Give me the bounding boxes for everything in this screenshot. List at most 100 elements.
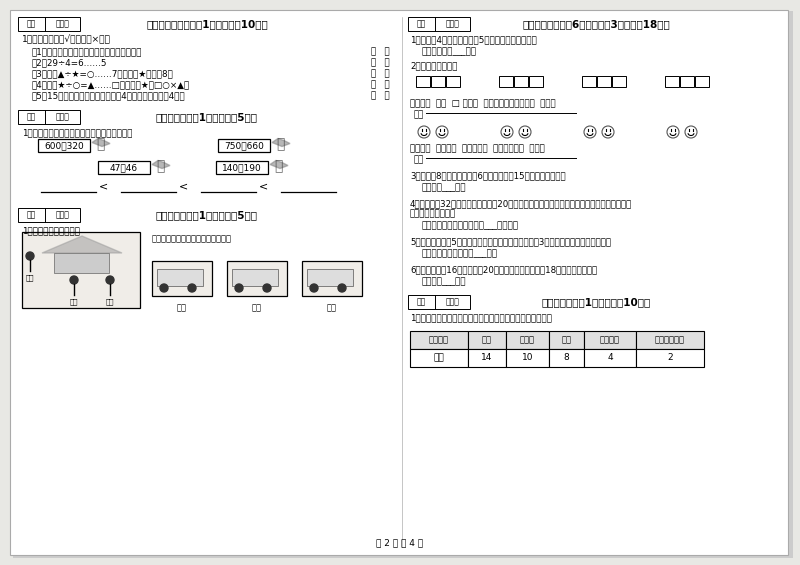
Text: 答：还剩___个。: 答：还剩___个。 [422,183,466,192]
Text: 活动项目: 活动项目 [429,336,449,345]
Circle shape [584,126,596,138]
Text: 1、根据物体，选一选。: 1、根据物体，选一选。 [22,226,80,235]
Text: 答：还有___只。: 答：还有___只。 [422,277,466,286]
Text: 六、比一比（共1大题，共计5分）: 六、比一比（共1大题，共计5分） [156,112,258,122]
Circle shape [667,126,679,138]
Bar [549,349,584,367]
Text: 2: 2 [667,354,673,363]
Text: 第 2 页 共 4 页: 第 2 页 共 4 页 [377,538,423,547]
Text: （2）29÷4=6……5: （2）29÷4=6……5 [32,58,107,67]
Bar [582,76,596,87]
Text: 𝄞: 𝄞 [274,159,282,173]
Text: 8: 8 [564,354,570,363]
Bar [665,76,679,87]
Text: 1、把下列算式按得数大小，从小到大排一行。: 1、把下列算式按得数大小，从小到大排一行。 [22,128,133,137]
Circle shape [418,126,430,138]
Text: 𝄞: 𝄞 [276,137,284,151]
Circle shape [501,126,513,138]
Text: <: < [98,181,108,191]
Text: 140＋190: 140＋190 [222,163,262,172]
Text: 小虹: 小虹 [177,303,187,312]
Text: 1、小东买4支圆珠笔，每支5元，一共用了多少钱？: 1、小东买4支圆珠笔，每支5元，一共用了多少钱？ [410,35,537,44]
Text: 47＋46: 47＋46 [110,163,138,172]
Bar [597,76,611,87]
Bar [232,269,278,286]
Text: （   ）: （ ） [371,69,390,78]
Text: 小虹: 小虹 [26,274,34,281]
Bar [695,76,709,87]
Bar [408,17,470,31]
Text: 1、判断（对的打√，错的打×）。: 1、判断（对的打√，错的打×）。 [22,35,111,44]
Bar [307,269,353,286]
Text: 14: 14 [482,354,493,363]
Bar [529,76,543,87]
Text: 5、二年级一班有5个红皮球，黄皮球的个数是红皮球的3倍，黄皮球比红皮球多几个？: 5、二年级一班有5个红皮球，黄皮球的个数是红皮球的3倍，黄皮球比红皮球多几个？ [410,237,611,246]
Bar [157,269,203,286]
Bar [302,261,362,296]
Polygon shape [152,160,170,168]
Bar [514,76,528,87]
Text: 看电视: 看电视 [520,336,535,345]
Bar [98,161,150,174]
Text: 看书: 看书 [482,336,492,345]
Text: （   ）: （ ） [371,47,390,56]
Text: 小明: 小明 [327,303,337,312]
Text: （   ）: （ ） [371,91,390,100]
Bar [612,76,626,87]
Text: 七、连一连（共1大题，共计5分）: 七、连一连（共1大题，共计5分） [156,210,258,220]
Text: （   ）: （ ） [371,58,390,67]
Text: 评卷人: 评卷人 [56,211,70,219]
Bar [18,208,80,222]
Bar [410,349,468,367]
Circle shape [70,276,78,284]
Text: 其他业余活动: 其他业余活动 [655,336,685,345]
Circle shape [602,126,614,138]
Circle shape [263,284,271,292]
Text: 得分: 得分 [417,20,426,28]
Text: 得分: 得分 [27,211,36,219]
Text: 3、老师有8袋乒乓球，每袋6个，借给同学15个，还剩多少个？: 3、老师有8袋乒乓球，每袋6个，借给同学15个，还剩多少个？ [410,171,566,180]
Bar [216,161,268,174]
Bar [584,331,636,349]
Text: 得分: 得分 [27,112,36,121]
Text: （5）15个人乘船过河，每次可过去4人，全部过去需要4次。: （5）15个人乘船过河，每次可过去4人，全部过去需要4次。 [32,91,186,100]
Text: 小东: 小东 [70,298,78,305]
Text: 得分: 得分 [417,298,426,306]
Text: 列式: 列式 [414,155,424,164]
Text: 1、下是张老师调查本班同学最喜欢的业余生活情况统计表。: 1、下是张老师调查本班同学最喜欢的业余生活情况统计表。 [410,313,552,322]
Text: （   ）: （ ） [371,80,390,89]
Circle shape [188,284,196,292]
Circle shape [436,126,448,138]
Circle shape [235,284,243,292]
Text: 十、综合题（共1大题，共计10分）: 十、综合题（共1大题，共计10分） [542,297,650,307]
Text: 10: 10 [522,354,534,363]
Text: <: < [178,181,188,191]
Text: 一共有（  ）个笑脸  平均分成（  ）组，每组（  ）个。: 一共有（ ）个笑脸 平均分成（ ）组，每组（ ）个。 [410,144,545,153]
Text: 600－320: 600－320 [44,141,84,150]
Text: 各分到多少把剪刀？: 各分到多少把剪刀？ [410,209,456,218]
Text: 评卷人: 评卷人 [56,20,70,28]
Text: 答：黄皮球比红皮球多___个。: 答：黄皮球比红皮球多___个。 [422,249,498,258]
Text: 体育运动: 体育运动 [600,336,620,345]
Text: 得分: 得分 [27,20,36,28]
Text: 评卷人: 评卷人 [56,112,70,121]
Bar [431,76,445,87]
Text: 八、解决问题（共6小题，每题3分，共计18分）: 八、解决问题（共6小题，每题3分，共计18分） [522,19,670,29]
Text: 4、学校买了32把剪刀，分给三年级20把，剩下的平均分给二年级和一年级，二年级和一年级: 4、学校买了32把剪刀，分给三年级20把，剩下的平均分给二年级和一年级，二年级和… [410,199,632,208]
Text: 4: 4 [607,354,613,363]
Bar [22,232,140,308]
Text: 小东: 小东 [252,303,262,312]
Bar [446,76,460,87]
Text: 𝄞: 𝄞 [96,137,104,151]
Bar [636,349,704,367]
Text: 750－660: 750－660 [224,141,264,150]
Bar [584,349,636,367]
Bar [38,139,90,152]
Text: 请你连一连，下面分别是谁看到的？: 请你连一连，下面分别是谁看到的？ [152,234,232,243]
Text: 2、我会解决问题。: 2、我会解决问题。 [410,61,458,70]
Bar [506,349,549,367]
Text: 五、判断对与错（共1大题，共计10分）: 五、判断对与错（共1大题，共计10分） [146,19,268,29]
Text: 答：一共用了___元。: 答：一共用了___元。 [422,47,477,56]
Circle shape [310,284,318,292]
Bar [227,261,287,296]
